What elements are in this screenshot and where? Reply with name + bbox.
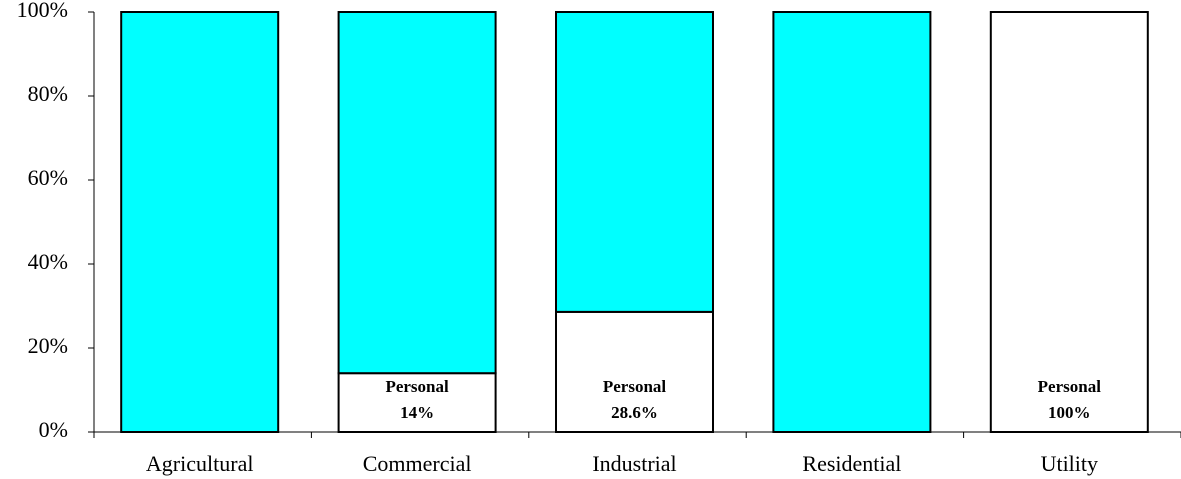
bar-segment	[337, 372, 497, 434]
x-tick-label: Utility	[1041, 451, 1098, 476]
y-tick-label: 40%	[28, 249, 68, 274]
x-tick-label: Commercial	[363, 451, 472, 476]
bar-segment	[772, 11, 932, 433]
value-label: 14%	[400, 403, 434, 422]
series-label: Personal	[603, 377, 667, 396]
x-tick-label: Residential	[802, 451, 901, 476]
value-label: 28.6%	[611, 403, 658, 422]
y-tick-label: 60%	[28, 165, 68, 190]
series-label: Personal	[385, 377, 449, 396]
x-tick-label: Industrial	[592, 451, 676, 476]
y-tick-label: 0%	[39, 417, 68, 442]
y-tick-label: 100%	[17, 0, 68, 22]
y-tick-label: 20%	[28, 333, 68, 358]
bar-segment	[989, 11, 1149, 433]
bar-segment	[337, 11, 497, 375]
bar-segment	[555, 11, 714, 313]
bar-segment	[555, 310, 714, 434]
y-tick-label: 80%	[28, 81, 68, 106]
x-tick-label: Agricultural	[146, 451, 254, 476]
bar-segment	[120, 11, 280, 433]
series-label: Personal	[1038, 377, 1102, 396]
value-label: 100%	[1048, 403, 1091, 422]
